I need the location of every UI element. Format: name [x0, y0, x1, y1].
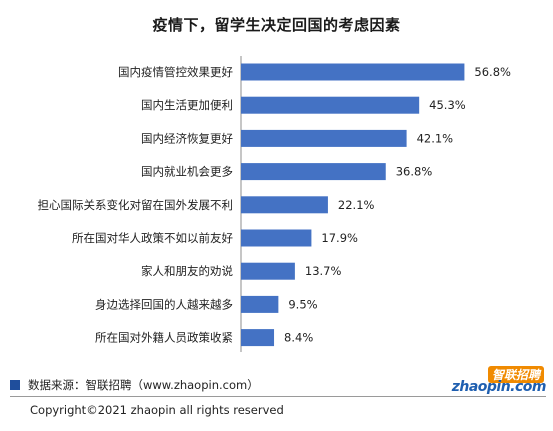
category-label: 国内疫情管控效果更好: [118, 65, 233, 79]
copyright-text: Copyright©2021 zhaopin all rights reserv…: [30, 403, 284, 417]
bar-chart: 国内疫情管控效果更好 56.8% 国内生活更加便利 45.3% 国内经济恢复更好 42.1…: [38, 56, 511, 352]
category-label: 身边选择回国的人越来越多: [95, 297, 233, 311]
bar: [241, 129, 407, 147]
category-label: 担心国际关系变化对留在国外发展不利: [38, 198, 234, 212]
data-label: 8.4%: [284, 331, 313, 345]
category-label: 所在国对华人政策不如以前友好: [72, 231, 233, 245]
logo-en-text: zhaopin.com: [451, 379, 547, 395]
category-label: 所在国对外籍人员政策收紧: [95, 331, 233, 345]
bar: [241, 96, 420, 114]
bar: [241, 329, 275, 347]
logo-cn-text: 智联招聘: [487, 366, 544, 383]
data-label: 13.7%: [305, 264, 342, 278]
data-label: 17.9%: [321, 231, 358, 245]
data-label: 56.8%: [474, 65, 511, 79]
category-label: 家人和朋友的劝说: [141, 264, 233, 278]
zhaopin-logo: 智联招聘 zhaopin.com: [452, 366, 548, 396]
source-text: 数据来源：智联招聘（www.zhaopin.com）: [28, 378, 259, 392]
bar: [241, 63, 465, 81]
bar: [241, 262, 295, 280]
category-label: 国内经济恢复更好: [141, 131, 233, 145]
data-label: 22.1%: [338, 198, 375, 212]
chart-title: 疫情下，留学生决定回国的考虑因素: [152, 16, 401, 34]
category-label: 国内就业机会更多: [141, 165, 233, 179]
bar: [241, 229, 312, 247]
data-label: 42.1%: [417, 131, 454, 145]
footer-divider: [10, 396, 546, 397]
data-label: 36.8%: [396, 165, 433, 179]
data-label: 9.5%: [288, 297, 317, 311]
data-label: 45.3%: [429, 98, 466, 112]
data-source: 数据来源：智联招聘（www.zhaopin.com）: [10, 378, 259, 392]
bar: [241, 196, 328, 214]
bar: [241, 163, 386, 181]
bar: [241, 295, 279, 313]
source-marker: [10, 380, 20, 390]
category-label: 国内生活更加便利: [141, 98, 233, 112]
